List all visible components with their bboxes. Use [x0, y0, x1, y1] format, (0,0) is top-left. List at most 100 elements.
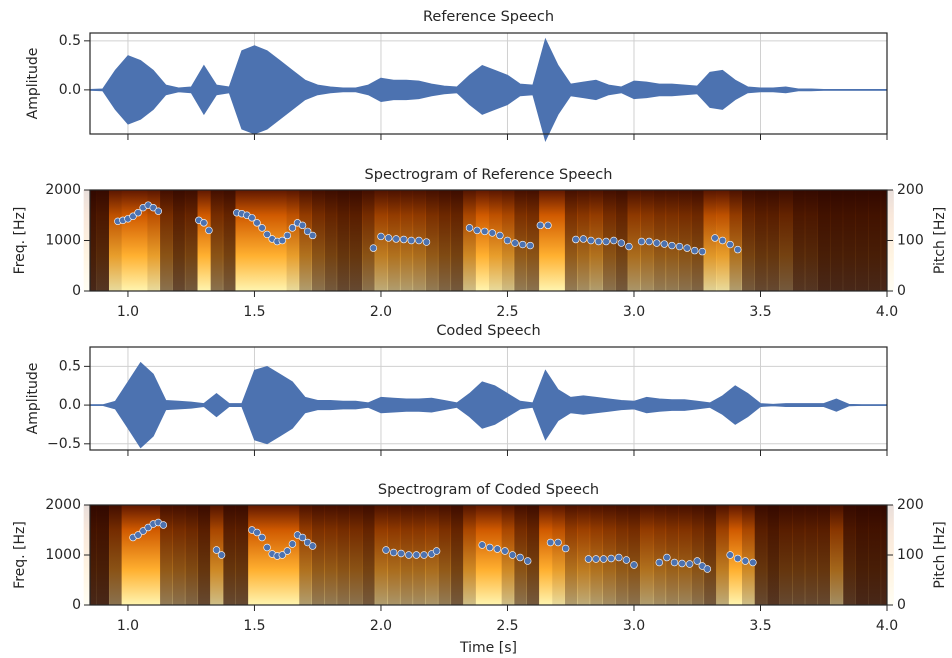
pitch-point: [308, 231, 317, 240]
spectrogram-column: [817, 190, 831, 291]
pitch-point: [283, 231, 292, 240]
pitch-point: [382, 546, 390, 554]
spectrogram-column: [463, 190, 477, 291]
pitch-point: [703, 565, 712, 573]
spectrogram-column: [678, 190, 692, 291]
spectrogram-column: [374, 505, 388, 605]
pitch-point: [503, 236, 512, 245]
pitch-point: [698, 247, 706, 256]
y-tick-label: 0: [72, 283, 81, 299]
pitch-point: [253, 528, 261, 537]
spectrogram-column: [172, 190, 186, 291]
spectrogram-column: [336, 505, 350, 605]
spectrogram-column: [779, 190, 793, 291]
spectrogram-column: [425, 190, 439, 291]
pitch-point: [217, 551, 226, 559]
spectrogram-column: [526, 190, 540, 291]
pitch-point: [415, 236, 423, 245]
spectrogram-column: [716, 505, 730, 605]
spectrogram-column: [311, 190, 325, 291]
spectrogram-column: [817, 505, 831, 605]
pitch-point: [653, 239, 661, 247]
pitch-point: [400, 235, 408, 244]
pitch-point: [303, 538, 312, 547]
y-tick-label: 1000: [45, 233, 81, 249]
y2-tick-label: 100: [897, 233, 924, 249]
spectrogram-column: [184, 190, 199, 291]
pitch-point: [610, 236, 618, 245]
spectrogram-column: [298, 190, 312, 291]
spectrogram-column: [197, 505, 211, 605]
y-tick-label: 0.5: [59, 33, 81, 49]
pitch-point: [691, 246, 699, 255]
pitch-point: [283, 547, 292, 555]
pitch-point: [711, 234, 719, 242]
spectrogram-column: [602, 505, 616, 605]
pitch-point: [511, 239, 519, 247]
pitch-point: [693, 557, 701, 565]
spectrogram-column: [855, 190, 869, 291]
x-tick-label: 2.0: [370, 618, 392, 634]
spectrogram-column: [779, 505, 793, 605]
y-axis-label: Amplitude: [25, 363, 41, 435]
spectrogram-column: [690, 505, 705, 605]
pitch-point: [630, 561, 638, 569]
spectrogram-column: [804, 190, 818, 291]
pitch-point: [154, 207, 163, 215]
pitch-point: [263, 543, 271, 552]
pitch-point: [298, 533, 307, 542]
pitch-point: [212, 546, 221, 554]
spectrogram-column: [159, 505, 173, 605]
pitch-point: [670, 558, 679, 567]
pitch-point: [663, 553, 671, 562]
spectrogram-column: [336, 190, 350, 291]
x-tick-label: 1.0: [117, 618, 139, 634]
spectrogram-column: [184, 505, 199, 605]
spectrogram-column: [248, 190, 262, 291]
spectrogram-column: [754, 505, 768, 605]
pitch-point: [584, 555, 593, 563]
spectrogram-column: [159, 190, 173, 291]
spectrogram-column: [96, 190, 110, 291]
pitch-point: [263, 230, 271, 239]
spectrogram-column: [235, 190, 249, 291]
pitch-point: [144, 523, 152, 532]
pitch-point: [594, 237, 603, 246]
y-axis-label: Freq. [Hz]: [12, 521, 28, 589]
pitch-point: [258, 533, 266, 542]
pitch-point: [554, 538, 562, 547]
pitch-point: [149, 203, 157, 212]
pitch-point: [518, 240, 527, 249]
spectrogram-column: [437, 190, 452, 291]
spectrogram-column: [121, 190, 135, 291]
spectrogram-column: [361, 505, 376, 605]
pitch-point: [741, 557, 750, 565]
pitch-point: [397, 549, 405, 558]
spectrogram-column: [374, 190, 388, 291]
spectrogram-column: [842, 190, 856, 291]
spectrogram-column: [830, 505, 844, 605]
spectrogram-column: [526, 505, 540, 605]
pitch-point: [473, 226, 481, 235]
pitch-point: [384, 234, 393, 242]
spectrogram-column: [754, 190, 768, 291]
spectrogram-column: [551, 505, 565, 605]
y-tick-label: 2000: [45, 497, 81, 513]
pitch-point: [587, 236, 595, 245]
spectrogram-column: [450, 505, 464, 605]
spectrogram-column: [108, 190, 123, 291]
spectrogram-column: [615, 505, 629, 605]
spectrogram-column: [652, 505, 667, 605]
pitch-point: [678, 559, 686, 568]
pitch-point: [377, 232, 385, 241]
pitch-point: [718, 236, 727, 245]
spectrogram-column: [475, 505, 489, 605]
x-tick-label: 3.0: [623, 304, 645, 320]
pitch-point: [546, 538, 555, 547]
panel-title: Coded Speech: [436, 323, 540, 339]
spectrogram-column: [222, 190, 236, 291]
pitch-point: [685, 560, 694, 568]
pitch-point: [248, 214, 256, 222]
plot-frame: [89, 346, 888, 451]
